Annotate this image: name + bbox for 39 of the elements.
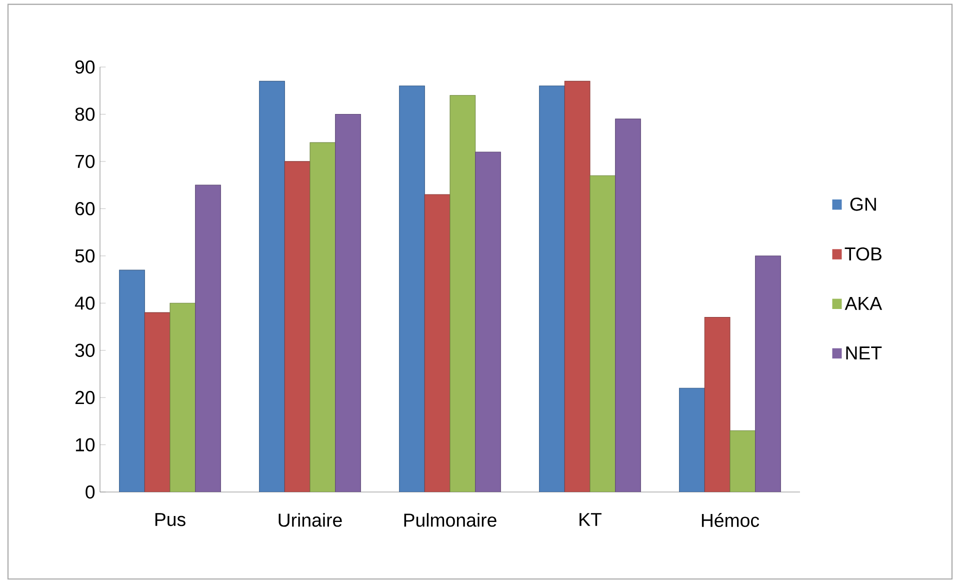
- x-tick-label: Urinaire: [278, 513, 342, 527]
- legend-label: GN: [850, 198, 876, 211]
- y-tick-label: 30: [75, 344, 95, 357]
- y-tick-label: 90: [75, 60, 95, 74]
- legend-label: TOB: [844, 247, 882, 261]
- bar: [335, 114, 361, 492]
- y-tick-label: 50: [75, 249, 95, 263]
- bar: [259, 80, 285, 492]
- x-tick-label: KT: [580, 513, 602, 526]
- bar: [539, 86, 565, 492]
- bar: [590, 175, 616, 492]
- bar: [170, 302, 196, 492]
- bar: [730, 430, 756, 492]
- bar: [615, 118, 641, 492]
- bar: [310, 142, 336, 492]
- y-tick-label: 20: [75, 390, 95, 404]
- bar: [564, 80, 590, 492]
- bar: [284, 161, 310, 492]
- legend-label: AKA: [844, 297, 882, 310]
- y-tick-label: 80: [75, 108, 95, 121]
- y-tick-label: 0: [86, 485, 95, 499]
- y-tick-label: 60: [75, 202, 95, 216]
- legend-label: NET: [846, 346, 882, 360]
- bar: [424, 194, 450, 492]
- bar: [119, 270, 145, 492]
- x-tick-label: Hémoc: [702, 513, 760, 527]
- y-tick-label: 10: [76, 438, 95, 452]
- bar: [704, 317, 730, 492]
- bar: [195, 184, 221, 492]
- y-tick-label: 70: [75, 154, 95, 168]
- bar: [755, 256, 781, 492]
- bar: [475, 152, 501, 492]
- bar: [399, 86, 425, 492]
- y-tick-label: 40: [74, 296, 95, 310]
- bar: [144, 312, 170, 492]
- x-tick-label: Pus: [155, 513, 186, 526]
- bar: [679, 388, 705, 492]
- bar: [450, 95, 476, 492]
- x-tick-label: Pulmonaire: [404, 513, 496, 527]
